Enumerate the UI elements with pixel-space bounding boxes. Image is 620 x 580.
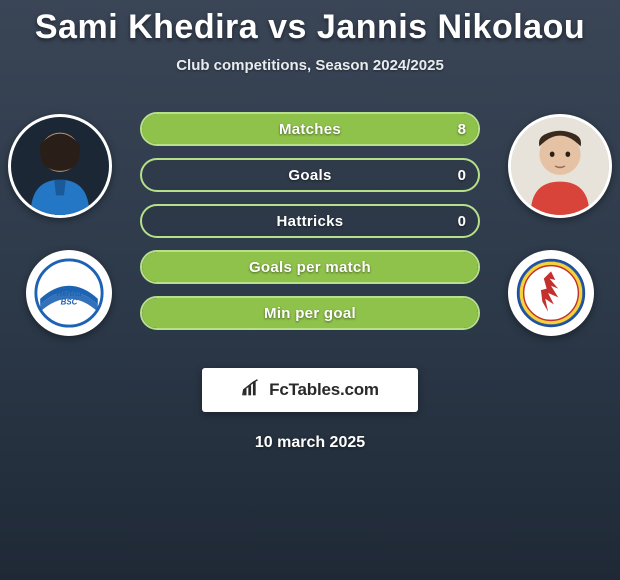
stat-bars: Matches8Goals0Hattricks0Goals per matchM… bbox=[140, 112, 480, 342]
date-label: 10 march 2025 bbox=[0, 434, 620, 452]
stat-label: Goals per match bbox=[142, 252, 478, 282]
player-left-club-badge: Hertha BSC bbox=[26, 250, 112, 336]
stat-bar: Matches8 bbox=[140, 112, 480, 146]
player-right-avatar bbox=[508, 114, 612, 218]
page-subtitle: Club competitions, Season 2024/2025 bbox=[0, 57, 620, 74]
page-title: Sami Khedira vs Jannis Nikolaou bbox=[0, 0, 620, 47]
stat-bar: Hattricks0 bbox=[140, 204, 480, 238]
svg-text:BSC: BSC bbox=[61, 298, 78, 307]
player-right-club-badge bbox=[508, 250, 594, 336]
chart-icon bbox=[241, 377, 263, 404]
comparison-panel: Hertha BSC Matches8Goals0Hattricks0Goals… bbox=[0, 104, 620, 364]
stat-bar: Goals per match bbox=[140, 250, 480, 284]
stat-label: Matches bbox=[142, 114, 478, 144]
stat-value-right: 0 bbox=[446, 206, 478, 236]
stat-label: Goals bbox=[142, 160, 478, 190]
brand-badge[interactable]: FcTables.com bbox=[202, 368, 418, 412]
stat-bar: Goals0 bbox=[140, 158, 480, 192]
stat-label: Hattricks bbox=[142, 206, 478, 236]
brand-text: FcTables.com bbox=[269, 380, 379, 400]
stat-label: Min per goal bbox=[142, 298, 478, 328]
stat-bar: Min per goal bbox=[140, 296, 480, 330]
stat-value-right: 8 bbox=[446, 114, 478, 144]
player-left-avatar bbox=[8, 114, 112, 218]
stat-value-right: 0 bbox=[446, 160, 478, 190]
svg-text:Hertha: Hertha bbox=[56, 289, 82, 298]
